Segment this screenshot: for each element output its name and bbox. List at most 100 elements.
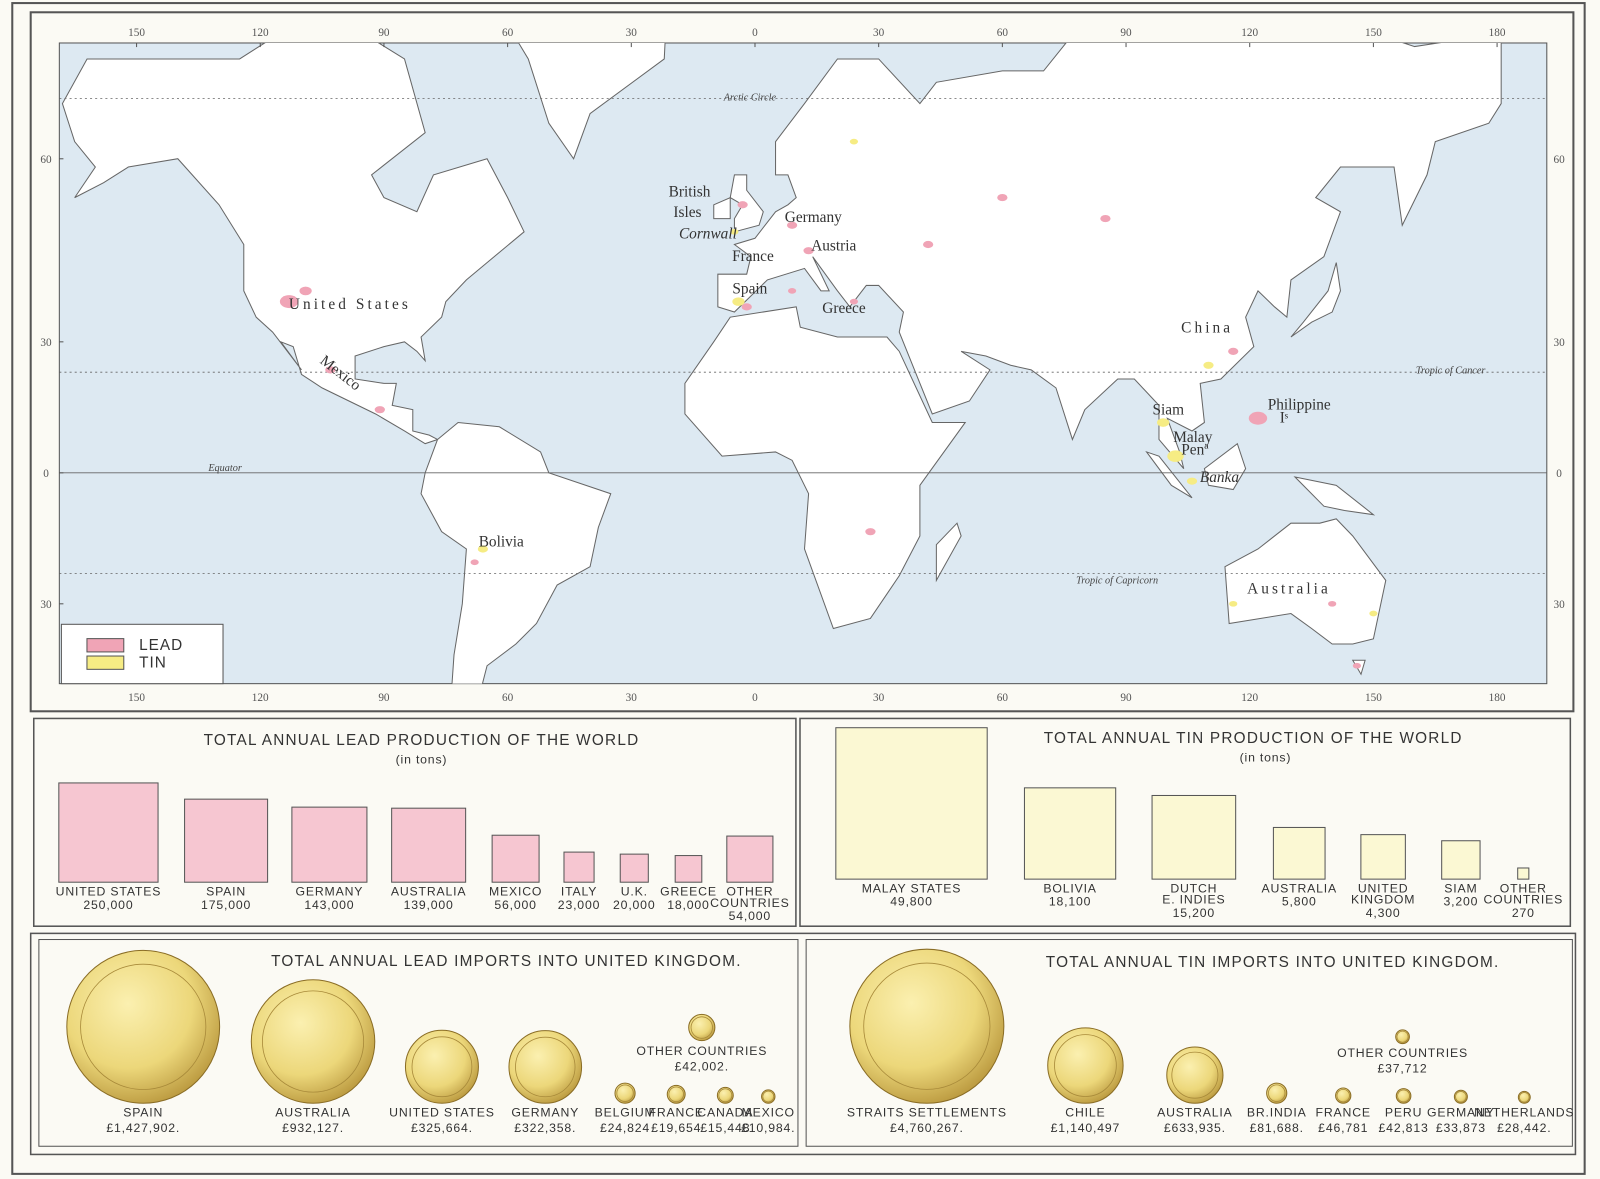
coin [614, 1082, 636, 1104]
panel-subtitle: (in tons) [1240, 750, 1292, 764]
longitude-label: 180 [1489, 692, 1506, 704]
deposit [803, 247, 814, 255]
item-name: CHILE [1065, 1106, 1105, 1120]
item-value: £1,140,497 [1051, 1121, 1121, 1135]
item-name: UNITED [1358, 881, 1409, 895]
area-square [674, 855, 703, 883]
area-square [391, 807, 467, 883]
latitude-label: 60 [40, 154, 52, 166]
item-value: £1,427,902. [106, 1121, 180, 1135]
parallel-label: Tropic of Cancer [1416, 366, 1485, 377]
item-name: PERU [1385, 1106, 1422, 1120]
panel-title: TOTAL ANNUAL LEAD PRODUCTION OF THE WORL… [204, 732, 640, 749]
longitude-label: 60 [997, 27, 1009, 39]
deposit [1228, 347, 1239, 355]
panel-title: TOTAL ANNUAL TIN PRODUCTION OF THE WORLD [1044, 730, 1463, 747]
coin-rim [1455, 1091, 1467, 1103]
parallel-label: Tropic of Capricorn [1076, 575, 1158, 586]
area-square [291, 806, 368, 883]
panel-title: TOTAL ANNUAL TIN IMPORTS INTO UNITED KIN… [1046, 954, 1500, 971]
item-value: £37,712 [1378, 1062, 1428, 1076]
item-name: NETHERLANDS [1474, 1106, 1574, 1120]
place-label: China [1181, 320, 1233, 337]
item-value: £24,824 [600, 1121, 650, 1135]
item-value: 5,800 [1282, 895, 1317, 909]
longitude-label: 30 [873, 692, 885, 704]
landmass [1224, 518, 1387, 645]
landmass [61, 42, 525, 445]
longitude-label: 150 [1365, 27, 1382, 39]
landmass [518, 42, 666, 160]
item-value: £42,002. [675, 1060, 729, 1074]
longitude-label: 120 [1241, 692, 1258, 704]
panel-frame [32, 717, 797, 927]
latitude-label: 0 [43, 468, 49, 480]
panel-frame [29, 932, 1577, 1156]
longitude-label: 120 [1241, 27, 1258, 39]
item-value: £932,127. [282, 1121, 344, 1135]
longitude-label: 150 [128, 692, 145, 704]
item-value: 56,000 [494, 898, 536, 912]
item-name: MALAY STATES [862, 881, 962, 895]
coin [508, 1030, 583, 1104]
deposit [299, 286, 312, 296]
coin [761, 1089, 776, 1104]
item-name: OTHER COUNTRIES [1337, 1046, 1468, 1060]
landmass [717, 42, 1502, 469]
item-name: COUNTRIES [710, 896, 790, 910]
coin-rim [616, 1084, 634, 1102]
legend-label: TIN [139, 654, 167, 671]
deposit [849, 138, 859, 145]
area-square [491, 834, 540, 883]
deposit [1157, 418, 1170, 427]
item-value: £633,935. [1164, 1121, 1226, 1135]
deposit [1186, 477, 1198, 485]
parallel-label: Equator [207, 463, 242, 474]
latitude-label: 30 [40, 337, 52, 349]
item-name: BELGIUM [595, 1106, 656, 1120]
longitude-label: 120 [252, 27, 269, 39]
item-value: £19,654 [651, 1121, 701, 1135]
latitude-label: 30 [40, 599, 52, 611]
longitude-label: 60 [997, 692, 1009, 704]
item-name: STRAITS SETTLEMENTS [847, 1106, 1007, 1120]
coin-rim [411, 1036, 473, 1098]
parallel-label: Arctic Circle [723, 92, 777, 103]
coin-rim [762, 1090, 775, 1103]
item-name: OTHER [1500, 881, 1547, 895]
area-square [619, 853, 649, 883]
deposit [1352, 662, 1362, 669]
coin [1166, 1046, 1224, 1104]
item-name: AUSTRALIA [275, 1106, 351, 1120]
landmass [713, 196, 731, 220]
longitude-label: 0 [752, 692, 758, 704]
deposit [1203, 361, 1214, 369]
coin [1395, 1029, 1410, 1045]
legend-label: LEAD [139, 637, 183, 654]
longitude-label: 0 [752, 27, 758, 39]
place-label: Bolivia [479, 534, 524, 551]
deposit [1100, 215, 1111, 223]
deposit [470, 559, 479, 566]
item-name: GREECE [660, 885, 717, 899]
item-value: £46,781 [1318, 1121, 1368, 1135]
place-label: United States [289, 296, 411, 313]
place-label: Cornwall [679, 225, 737, 242]
place-label: Iˢ [1280, 410, 1289, 427]
item-value: 3,200 [1443, 895, 1478, 909]
coin [1047, 1027, 1124, 1104]
deposit [788, 288, 797, 294]
item-name: AUSTRALIA [1261, 881, 1337, 895]
coin-rim [863, 962, 991, 1090]
panel-frame [38, 939, 799, 1147]
area-square [726, 835, 774, 883]
coin-rim [1171, 1051, 1219, 1099]
landmass [684, 306, 967, 630]
coin-rim [262, 990, 365, 1093]
deposit [786, 221, 798, 229]
coin-rim [690, 1016, 713, 1039]
deposit [1229, 600, 1238, 607]
longitude-label: 30 [873, 27, 885, 39]
coin [716, 1086, 734, 1104]
